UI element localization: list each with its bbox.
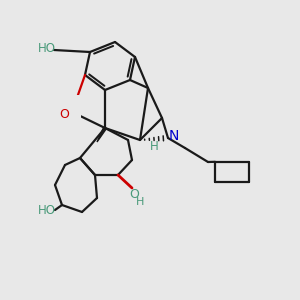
Text: N: N xyxy=(169,129,179,143)
Text: O: O xyxy=(59,107,69,121)
Text: O: O xyxy=(129,188,139,200)
Polygon shape xyxy=(97,127,106,142)
Text: H: H xyxy=(136,197,144,207)
Text: H: H xyxy=(150,140,158,152)
Text: HO: HO xyxy=(38,41,56,55)
Text: HO: HO xyxy=(38,203,56,217)
